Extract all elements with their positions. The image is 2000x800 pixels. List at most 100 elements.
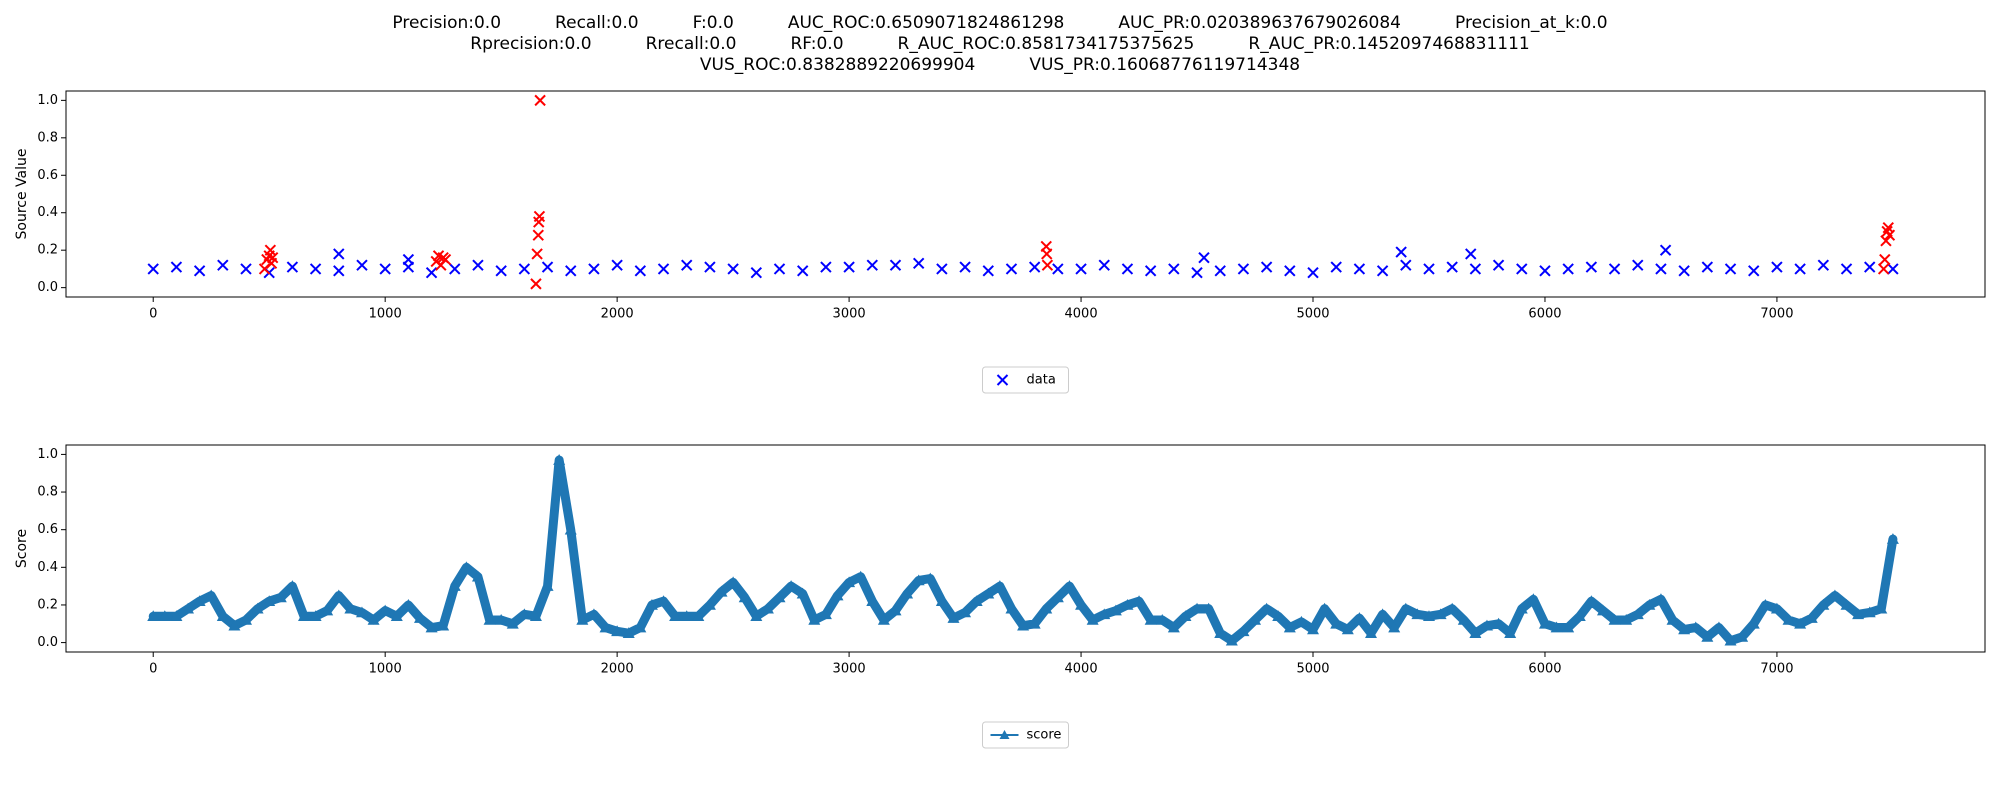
line-marker xyxy=(1376,608,1389,620)
y-tick-label: 0.8 xyxy=(37,485,58,500)
line-marker xyxy=(274,591,287,603)
data-point xyxy=(1492,259,1505,271)
line-marker xyxy=(390,610,403,622)
line-marker xyxy=(727,576,740,588)
data-point xyxy=(541,261,554,273)
line-marker xyxy=(1538,617,1551,629)
data-point xyxy=(704,261,716,273)
x-tick-label: 4000 xyxy=(1065,662,1098,677)
x-tick-label: 7000 xyxy=(1760,307,1793,322)
line-marker xyxy=(854,570,867,582)
x-tick-label: 3000 xyxy=(833,307,866,322)
data-point xyxy=(531,248,543,260)
line-marker xyxy=(518,608,531,620)
data-point xyxy=(1191,266,1203,279)
line-marker xyxy=(1283,621,1296,633)
line-marker xyxy=(993,580,1006,591)
line-marker xyxy=(1191,602,1204,614)
line-marker xyxy=(1724,634,1737,646)
data-point xyxy=(1678,265,1690,277)
data-point xyxy=(1659,244,1672,256)
line-marker xyxy=(831,589,844,601)
line-marker xyxy=(877,614,890,625)
data-point xyxy=(1465,248,1477,260)
data-point xyxy=(1608,263,1621,275)
line-marker xyxy=(1515,602,1528,614)
chart-title: Rprecision:0.0 Rrecall:0.0 RF:0.0 R_AUC_… xyxy=(470,34,1529,54)
line-marker xyxy=(1411,608,1424,620)
data-point xyxy=(1724,263,1737,275)
x-tick-label: 1000 xyxy=(369,662,402,677)
y-tick-label: 0.8 xyxy=(37,130,58,145)
data-point xyxy=(534,94,546,107)
chart-title: VUS_ROC:0.8382889220699904 VUS_PR:0.1606… xyxy=(700,55,1300,75)
axes-frame xyxy=(65,444,1986,653)
line-marker xyxy=(634,621,647,633)
line-marker xyxy=(1805,612,1818,623)
line-marker xyxy=(1782,614,1795,625)
data-point xyxy=(1168,263,1180,275)
line-marker xyxy=(1098,608,1111,620)
x-tick-label: 6000 xyxy=(1528,662,1561,677)
line-marker xyxy=(970,595,983,606)
line-marker xyxy=(263,595,276,606)
x-tick-label: 0 xyxy=(149,662,157,677)
line-marker xyxy=(1249,614,1262,625)
y-tick-label: 1.0 xyxy=(37,447,58,462)
line-marker xyxy=(1573,610,1586,622)
data-point xyxy=(1098,259,1110,271)
line-marker xyxy=(1005,602,1018,614)
line-marker xyxy=(402,598,415,610)
line-marker xyxy=(657,595,670,606)
line-marker xyxy=(669,610,682,622)
data-point xyxy=(959,261,971,273)
data-point xyxy=(495,265,507,277)
legend-box xyxy=(982,721,1069,749)
data-point xyxy=(333,248,345,260)
line-marker xyxy=(1759,598,1772,610)
line-marker xyxy=(1353,612,1366,623)
line-marker xyxy=(982,587,995,599)
data-point xyxy=(1655,263,1667,275)
line-marker xyxy=(1341,623,1354,635)
line-marker xyxy=(947,612,960,623)
line-marker xyxy=(251,602,264,614)
data-point xyxy=(356,259,368,271)
line-marker xyxy=(1643,598,1656,610)
line-marker xyxy=(1307,623,1320,635)
line-marker xyxy=(1596,604,1609,616)
y-tick-label: 0.2 xyxy=(37,597,58,612)
data-point xyxy=(1198,251,1210,264)
line-marker xyxy=(1840,598,1853,610)
data-point xyxy=(1879,253,1891,266)
data-point xyxy=(530,278,542,290)
line-marker xyxy=(1040,602,1053,614)
line-marker xyxy=(611,625,624,637)
x-tick-label: 5000 xyxy=(1296,662,1329,677)
line-marker xyxy=(1504,627,1517,638)
data-point xyxy=(1864,261,1876,273)
line-marker xyxy=(1469,627,1482,638)
y-tick-label: 0.4 xyxy=(37,205,58,220)
data-point xyxy=(1237,263,1250,275)
data-point xyxy=(1028,261,1041,273)
legend-label: score xyxy=(1027,728,1062,743)
data-point xyxy=(750,266,763,279)
y-tick-label: 0.2 xyxy=(37,243,58,258)
data-point xyxy=(472,259,484,271)
line-marker xyxy=(1202,602,1215,614)
x-tick-label: 0 xyxy=(149,307,157,322)
line-marker xyxy=(193,595,206,606)
line-marker xyxy=(1608,614,1621,625)
x-tick-label: 2000 xyxy=(601,662,634,677)
data-point xyxy=(170,261,183,273)
data-point xyxy=(1260,261,1273,273)
data-point xyxy=(936,263,948,275)
line-marker xyxy=(1701,630,1714,642)
y-tick-label: 1.0 xyxy=(37,93,58,108)
line-marker xyxy=(1875,602,1888,614)
line-marker xyxy=(680,610,693,622)
line-marker xyxy=(495,614,508,625)
